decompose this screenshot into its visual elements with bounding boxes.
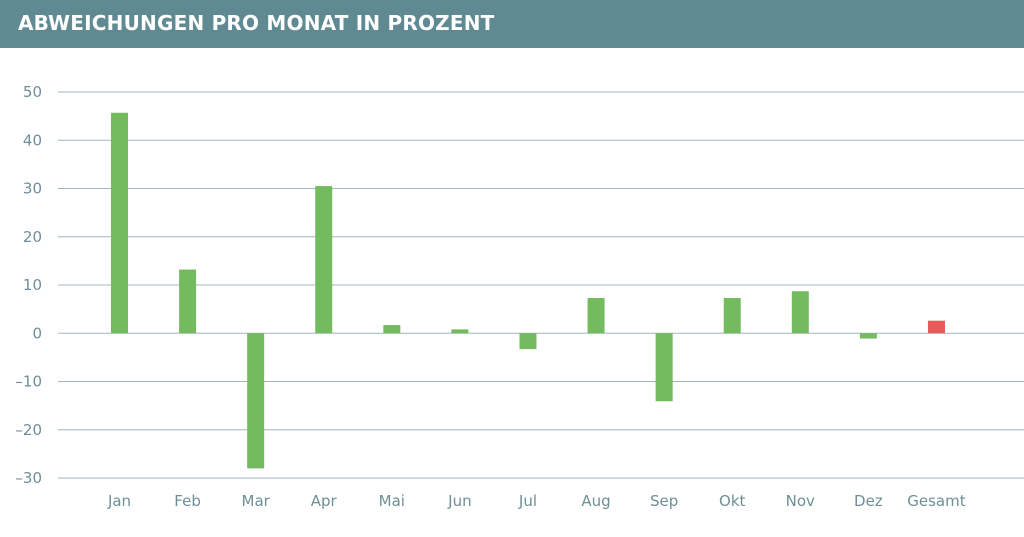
y-tick-label: 20 — [23, 228, 42, 246]
bar-dez — [859, 333, 877, 339]
bar-sep — [655, 333, 673, 402]
bars — [111, 112, 945, 469]
x-tick-label: Nov — [786, 492, 815, 510]
bar-okt — [723, 298, 741, 334]
chart-header: ABWEICHUNGEN PRO MONAT IN PROZENT — [0, 0, 1024, 48]
x-tick-label: Mar — [242, 492, 271, 510]
y-axis-ticks: 50 40 30 20 10 0 –10 –20 –30 — [15, 83, 42, 487]
bar-feb — [179, 269, 197, 334]
bar-mai — [383, 325, 401, 334]
bar-apr — [315, 186, 333, 334]
x-tick-label: Jul — [518, 492, 537, 510]
x-tick-label: Jan — [107, 492, 131, 510]
x-tick-label: Mai — [379, 492, 405, 510]
y-tick-label: –30 — [15, 469, 42, 487]
y-tick-label: 30 — [23, 180, 42, 198]
bar-aug — [587, 298, 605, 334]
y-tick-label: –10 — [15, 373, 42, 391]
chart-title: ABWEICHUNGEN PRO MONAT IN PROZENT — [18, 11, 495, 35]
x-tick-label: Sep — [650, 492, 678, 510]
x-tick-label: Okt — [719, 492, 745, 510]
bar-jun — [451, 329, 469, 334]
y-tick-label: 10 — [23, 276, 42, 294]
y-tick-label: 40 — [23, 131, 42, 149]
bar-mar — [247, 333, 265, 469]
x-tick-label: Dez — [854, 492, 883, 510]
x-tick-label: Apr — [311, 492, 338, 510]
x-tick-label: Feb — [174, 492, 201, 510]
bar-nov — [791, 291, 809, 334]
bar-gesamt — [927, 320, 945, 334]
y-tick-label: 50 — [23, 83, 42, 101]
x-tick-label: Jun — [447, 492, 471, 510]
x-tick-label: Gesamt — [907, 492, 965, 510]
bar-jan — [111, 112, 128, 334]
gridlines — [58, 91, 1024, 479]
x-tick-label: Aug — [581, 492, 610, 510]
y-tick-label: –20 — [15, 421, 42, 439]
bar-jul — [519, 333, 537, 350]
y-tick-label: 0 — [32, 324, 42, 342]
x-axis-ticks: Jan Feb Mar Apr Mai Jun Jul Aug Sep Okt Nov Dez Gesa… — [107, 492, 966, 510]
